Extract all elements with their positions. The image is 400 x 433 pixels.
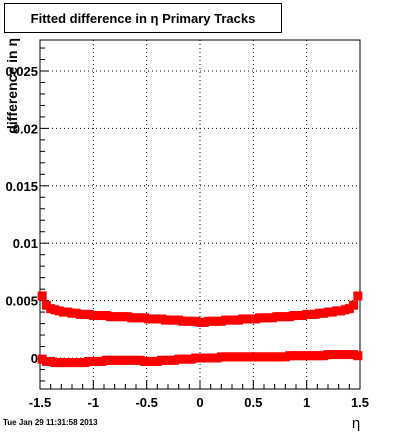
y-tick-label: 0.015 <box>5 179 38 194</box>
data-point <box>37 291 47 301</box>
data-markers <box>37 291 363 368</box>
axis-ticks: -1.5 -1 -0.5 0 0.5 1 1.5 0 0.005 0.01 0.015 0.02 0.0… <box>5 47 369 410</box>
data-point <box>353 291 363 301</box>
data-point <box>349 300 359 310</box>
y-tick-label: 0 <box>31 351 38 366</box>
grid-lines <box>39 40 361 389</box>
data-point <box>353 351 363 361</box>
x-tick-label: 1 <box>303 395 310 410</box>
x-tick-label: -1 <box>88 395 100 410</box>
x-tick-label: -0.5 <box>135 395 157 410</box>
y-tick-label: 0.005 <box>5 294 38 309</box>
x-tick-label: 1.5 <box>351 395 369 410</box>
x-tick-label: 0.5 <box>244 395 262 410</box>
timestamp: Tue Jan 29 11:31:58 2013 <box>3 418 98 427</box>
y-tick-label: 0.02 <box>13 121 38 136</box>
x-tick-label: -1.5 <box>29 395 51 410</box>
y-axis-label: difference in η <box>4 38 20 134</box>
y-tick-label: 0.01 <box>13 236 38 251</box>
x-axis-label: η <box>352 415 360 432</box>
y-tick-label: 0.025 <box>5 64 38 79</box>
x-tick-label: 0 <box>196 395 203 410</box>
chart-title: Fitted difference in η Primary Tracks <box>4 3 282 33</box>
